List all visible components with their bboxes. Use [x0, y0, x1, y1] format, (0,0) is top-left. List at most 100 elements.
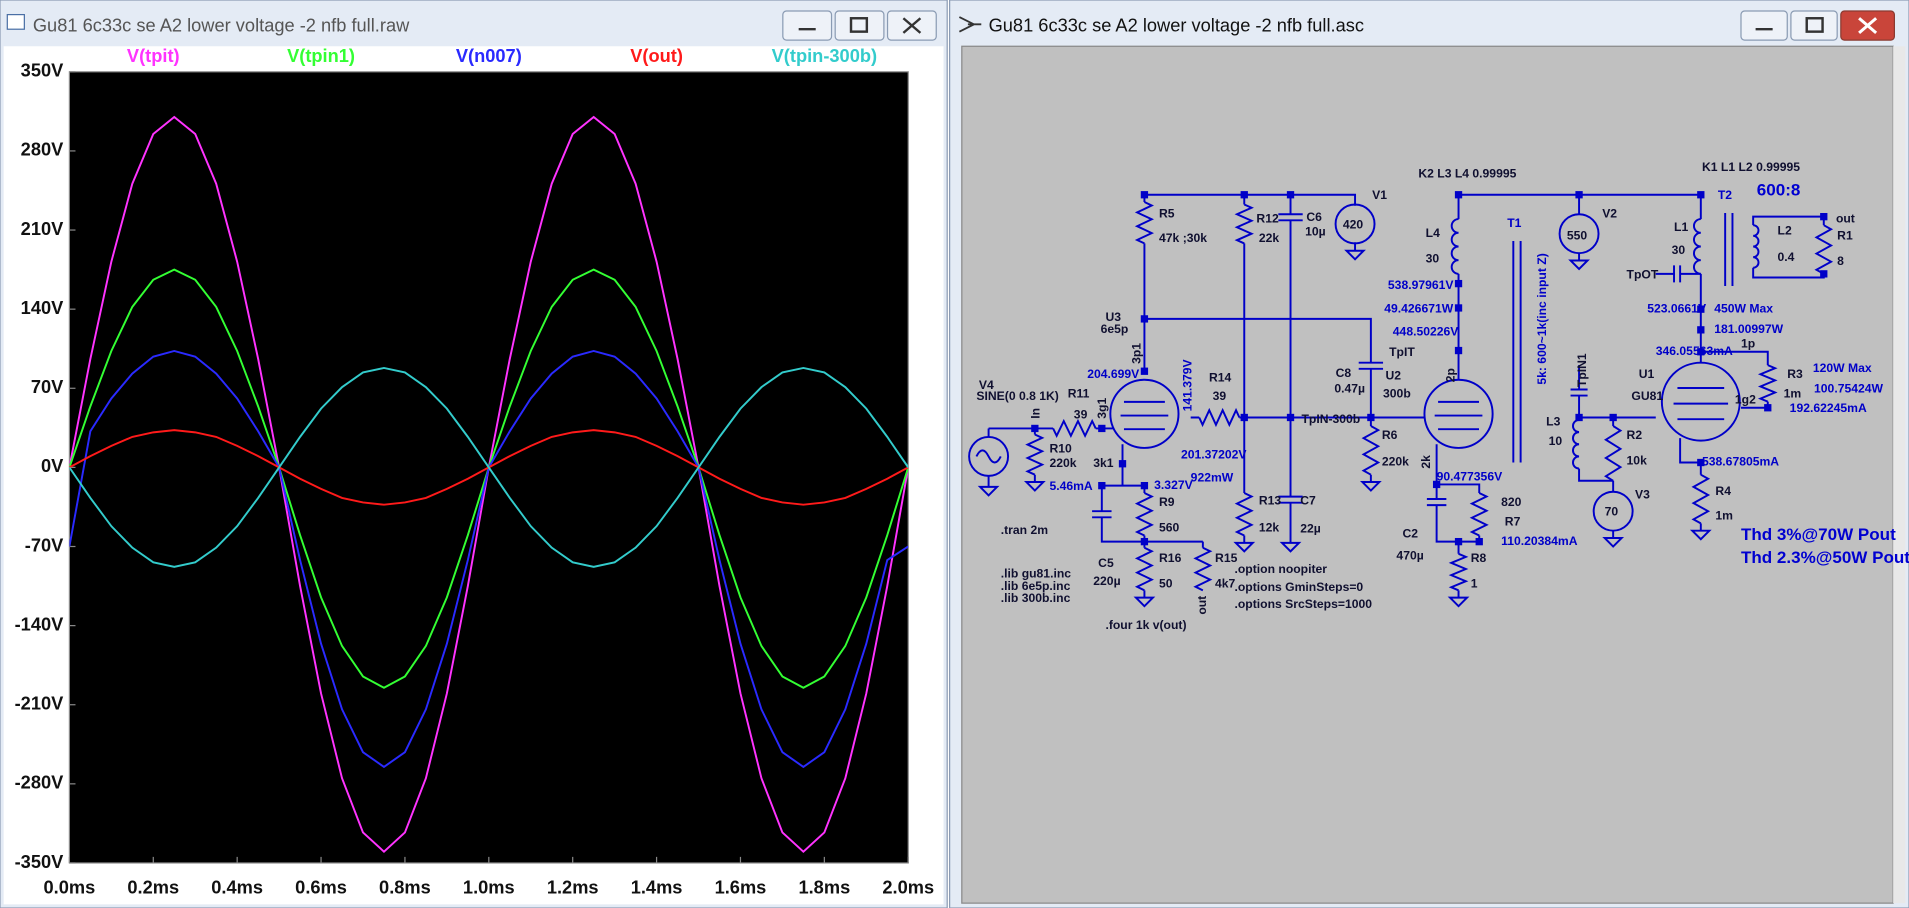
schematic-label: 820	[1501, 495, 1522, 509]
plot: -350V -280V -210V -140V -70V 0V 70V 140V 210V 280…	[15, 45, 935, 897]
schematic-label: 3k1	[1093, 456, 1114, 470]
series-line	[69, 366, 909, 568]
x-tick-label: 1.2ms	[547, 876, 599, 897]
scrollbar[interactable]	[1893, 46, 1906, 904]
maximize-button[interactable]	[834, 10, 885, 41]
resistor	[1134, 546, 1154, 592]
tube	[1109, 378, 1180, 449]
y-tick-label: -140V	[15, 613, 65, 634]
schematic-label: GU81	[1631, 389, 1663, 403]
node	[1098, 424, 1106, 433]
schematic-label: 538.67805mA	[1702, 455, 1779, 469]
y-tick-label: -210V	[15, 693, 65, 714]
resistor	[1234, 492, 1254, 537]
legend-entry: V(tpit)	[127, 45, 180, 66]
minimize-button[interactable]	[782, 10, 833, 41]
source	[968, 435, 1010, 477]
schematic-label: 450W Max	[1714, 301, 1773, 315]
resistor	[1052, 418, 1097, 438]
node	[1140, 367, 1149, 375]
schematic-label: 3g1	[1095, 398, 1109, 419]
y-tick-label: -280V	[15, 772, 65, 793]
node	[1367, 413, 1375, 422]
schematic-label: R11	[1068, 387, 1090, 401]
schematic-label: R14	[1209, 371, 1232, 385]
schematic-label: 30	[1672, 243, 1686, 257]
source	[1334, 203, 1376, 245]
schematic-label: 1m	[1715, 508, 1733, 522]
schematic-label: 346.05563mA	[1656, 344, 1733, 358]
schematic-label: 560	[1159, 520, 1180, 534]
schematic-label: 470µ	[1396, 548, 1423, 562]
inductor	[1753, 224, 1760, 269]
schematic-label: 448.50226V	[1393, 325, 1459, 339]
schematic-label: 1m	[1784, 387, 1802, 401]
schematic-label: In	[1028, 408, 1042, 419]
source-wave	[975, 449, 1002, 464]
maximize-button[interactable]	[1790, 10, 1838, 41]
schematic-label: 141.379V	[1180, 358, 1194, 411]
node	[1432, 480, 1441, 489]
resistor	[1198, 407, 1241, 428]
schematic-label: R13	[1259, 494, 1282, 508]
schematic-label: .lib 300b.inc	[1001, 591, 1071, 605]
node	[1697, 191, 1705, 199]
schematic-label: 120W Max	[1813, 361, 1872, 375]
schematic-label: V4	[979, 378, 994, 392]
y-tick-label: 350V	[21, 60, 64, 81]
node	[1575, 413, 1583, 422]
y-tick-label: 70V	[31, 376, 64, 397]
resistor	[1361, 425, 1381, 476]
schematic-label: 204.699V	[1087, 367, 1140, 381]
schematic-label: T1	[1507, 216, 1521, 230]
schematic-label: .option noopiter	[1235, 562, 1328, 576]
minimize-button[interactable]	[1740, 10, 1788, 41]
schematic-label: 10µ	[1305, 225, 1326, 239]
node	[1697, 348, 1705, 356]
x-tick-label: 2.0ms	[882, 876, 934, 897]
schematic-label: .options SrcSteps=1000	[1235, 597, 1373, 611]
ground	[1279, 541, 1302, 553]
schematic-label: 22k	[1259, 231, 1280, 245]
y-tick-label: 280V	[21, 139, 64, 160]
schematic-label: 0.47µ	[1334, 382, 1365, 396]
schematic-label: C8	[1336, 366, 1352, 380]
schematic-label: 10	[1549, 434, 1563, 448]
schematic-label: V2	[1602, 206, 1617, 220]
schematic-label: 538.97961V	[1388, 278, 1454, 292]
schematic-label: .four 1k v(out)	[1105, 618, 1186, 632]
tube-electrodes	[1434, 400, 1483, 431]
schematic-label: R12	[1256, 211, 1279, 225]
window-title: Gu81 6c33c se A2 lower voltage -2 nfb fu…	[33, 15, 410, 36]
schematic-canvas	[961, 45, 1894, 904]
schematic-label: C6	[1306, 210, 1322, 224]
schematic-label: 550	[1567, 228, 1588, 242]
schematic-label: 2k	[1419, 455, 1433, 469]
schematic-label: Thd 3%@70W Pout	[1741, 525, 1896, 544]
schematic-label: 70	[1605, 505, 1619, 519]
schematic-label: R6	[1382, 428, 1398, 442]
schematic-label: 600:8	[1757, 181, 1801, 200]
schematic-label: 420	[1343, 217, 1364, 231]
y-tick-label: 0V	[41, 455, 64, 476]
node	[1140, 537, 1149, 546]
source	[1592, 490, 1634, 532]
legend-entry: V(tpin1)	[287, 45, 355, 66]
schematic-label: C7	[1300, 494, 1316, 508]
x-tick-label: 1.8ms	[798, 876, 850, 897]
node	[1240, 191, 1248, 199]
node	[1140, 191, 1149, 199]
schematic-label: TpIN-300b	[1301, 412, 1360, 426]
schematic-label: 523.0661V	[1647, 301, 1707, 315]
window-controls[interactable]	[1740, 10, 1895, 41]
resistor	[1691, 473, 1711, 525]
node	[1031, 424, 1039, 433]
y-tick-label: -350V	[15, 851, 65, 872]
window-controls[interactable]	[782, 10, 937, 41]
inductor	[1450, 218, 1459, 275]
schematic-label: 12k	[1259, 520, 1280, 534]
schematic-label: 90.477356V	[1437, 469, 1503, 483]
schematic-label: R7	[1505, 514, 1521, 528]
schematic-label: .lib 6e5p.inc	[1001, 579, 1071, 593]
